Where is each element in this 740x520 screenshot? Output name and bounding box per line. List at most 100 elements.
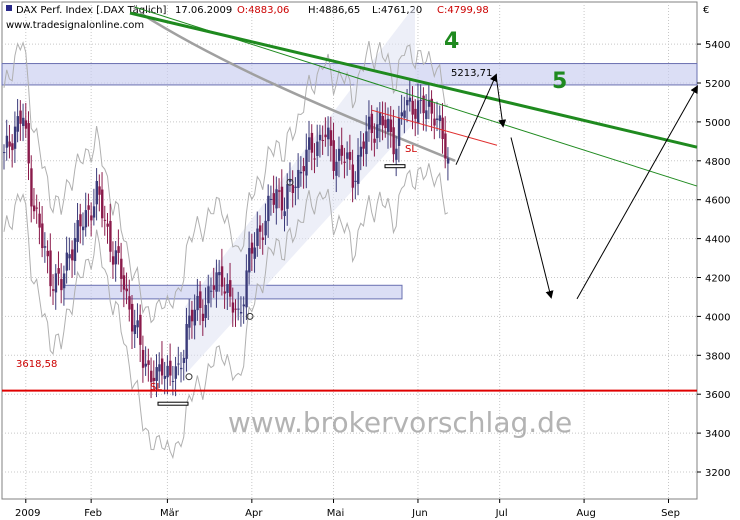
- candle-body: [150, 370, 153, 383]
- candle-body: [441, 117, 444, 140]
- candle-body: [73, 238, 77, 262]
- x-tick-label: 2009: [15, 508, 40, 519]
- candle-body: [294, 186, 297, 188]
- candle-body: [425, 110, 428, 119]
- projection-arrow: [455, 73, 498, 165]
- candle-body: [35, 207, 39, 209]
- candle-body: [318, 134, 322, 141]
- bollinger-envelope: [3, 11, 456, 460]
- x-tick-label: Sep: [661, 508, 680, 519]
- candle-body: [253, 247, 256, 259]
- candle-body: [207, 286, 210, 304]
- website-label: www.tradesignalonline.com: [6, 20, 144, 31]
- candle-body: [444, 133, 447, 159]
- moving-average: [139, 11, 456, 162]
- stop-loss-label-1: SL: [150, 382, 162, 393]
- candle-body: [160, 358, 164, 376]
- candle-body: [408, 97, 412, 102]
- stop-loss-marker-2: [384, 164, 406, 169]
- candle-body: [103, 219, 107, 221]
- candle-body: [381, 116, 384, 126]
- stop-loss-marker-1: [157, 401, 189, 406]
- candle-body: [87, 205, 90, 210]
- candle-body: [166, 365, 169, 378]
- candle-body: [389, 119, 393, 133]
- candle-body: [133, 325, 137, 335]
- candle-body: [209, 290, 213, 292]
- candle-body: [38, 213, 41, 228]
- grid: [2, 2, 697, 499]
- candle-body: [84, 210, 88, 228]
- candle-body: [329, 130, 333, 146]
- candle-body: [212, 285, 216, 290]
- candle-body: [24, 120, 28, 129]
- watermark: www.brokervorschlag.de: [228, 406, 572, 439]
- candle-body: [13, 126, 17, 149]
- candle-body: [395, 148, 398, 160]
- marker-circle: [246, 312, 254, 320]
- candle-body: [269, 198, 273, 200]
- candle-body: [155, 367, 158, 381]
- y-tick-label: 4000: [705, 312, 730, 323]
- candle-body: [340, 145, 344, 156]
- candle-body: [321, 139, 325, 141]
- candle-body: [316, 141, 319, 156]
- candle-body: [215, 272, 218, 292]
- candle-body: [152, 377, 156, 382]
- x-tick-label: Mär: [160, 508, 180, 519]
- candle-body: [52, 289, 55, 291]
- candle-body: [261, 237, 265, 240]
- candle-body: [237, 308, 240, 310]
- candle-body: [46, 250, 49, 257]
- short-trend-line: [371, 109, 498, 146]
- candle-body: [367, 116, 371, 130]
- candle-body: [90, 215, 93, 221]
- support-label: 3618,58: [16, 359, 57, 370]
- candle-body: [299, 171, 303, 174]
- projection-arrow: [576, 85, 698, 300]
- candle-body: [92, 206, 96, 218]
- y-tick-label: 5200: [705, 79, 730, 90]
- candle-body: [8, 141, 11, 147]
- candle-body: [373, 138, 376, 143]
- candle-body: [174, 366, 177, 379]
- candle-body: [422, 95, 425, 114]
- stop-loss-label-2: SL: [405, 144, 417, 155]
- candle-body: [11, 143, 14, 151]
- envelope-lower: [3, 163, 449, 460]
- candle-body: [144, 363, 148, 367]
- low-value: L:4761,20: [372, 5, 422, 16]
- candle-body: [370, 113, 374, 134]
- candle-body: [291, 185, 295, 193]
- trend-channel: [185, 5, 415, 375]
- candle-body: [250, 242, 254, 254]
- candle-body: [264, 220, 267, 236]
- candle-body: [337, 148, 341, 161]
- candle-body: [272, 193, 276, 205]
- candle-body: [169, 360, 172, 376]
- projection-arrow: [510, 137, 554, 299]
- candle-body: [201, 313, 205, 322]
- candle-body: [365, 131, 368, 155]
- candle-body: [185, 324, 188, 359]
- x-tick-label: Aug: [576, 508, 596, 519]
- candle-body: [43, 246, 47, 248]
- candle-body: [267, 195, 270, 222]
- candle-body: [438, 115, 442, 121]
- candle-body: [378, 112, 382, 125]
- trend-lines: [2, 6, 698, 406]
- candle-body: [308, 137, 311, 150]
- series-swatch: [6, 5, 12, 11]
- close-value: C:4799,98: [437, 5, 489, 16]
- candle-body: [346, 152, 349, 159]
- candle-body: [332, 140, 335, 171]
- y-tick-label: 3200: [705, 468, 730, 479]
- candle-body: [180, 367, 183, 370]
- candle-body: [196, 295, 199, 311]
- date-label: 17.06.2009: [175, 5, 232, 16]
- candle-body: [71, 249, 74, 261]
- candle-body: [376, 124, 379, 139]
- candle-body: [400, 112, 404, 117]
- candle-body: [65, 252, 69, 271]
